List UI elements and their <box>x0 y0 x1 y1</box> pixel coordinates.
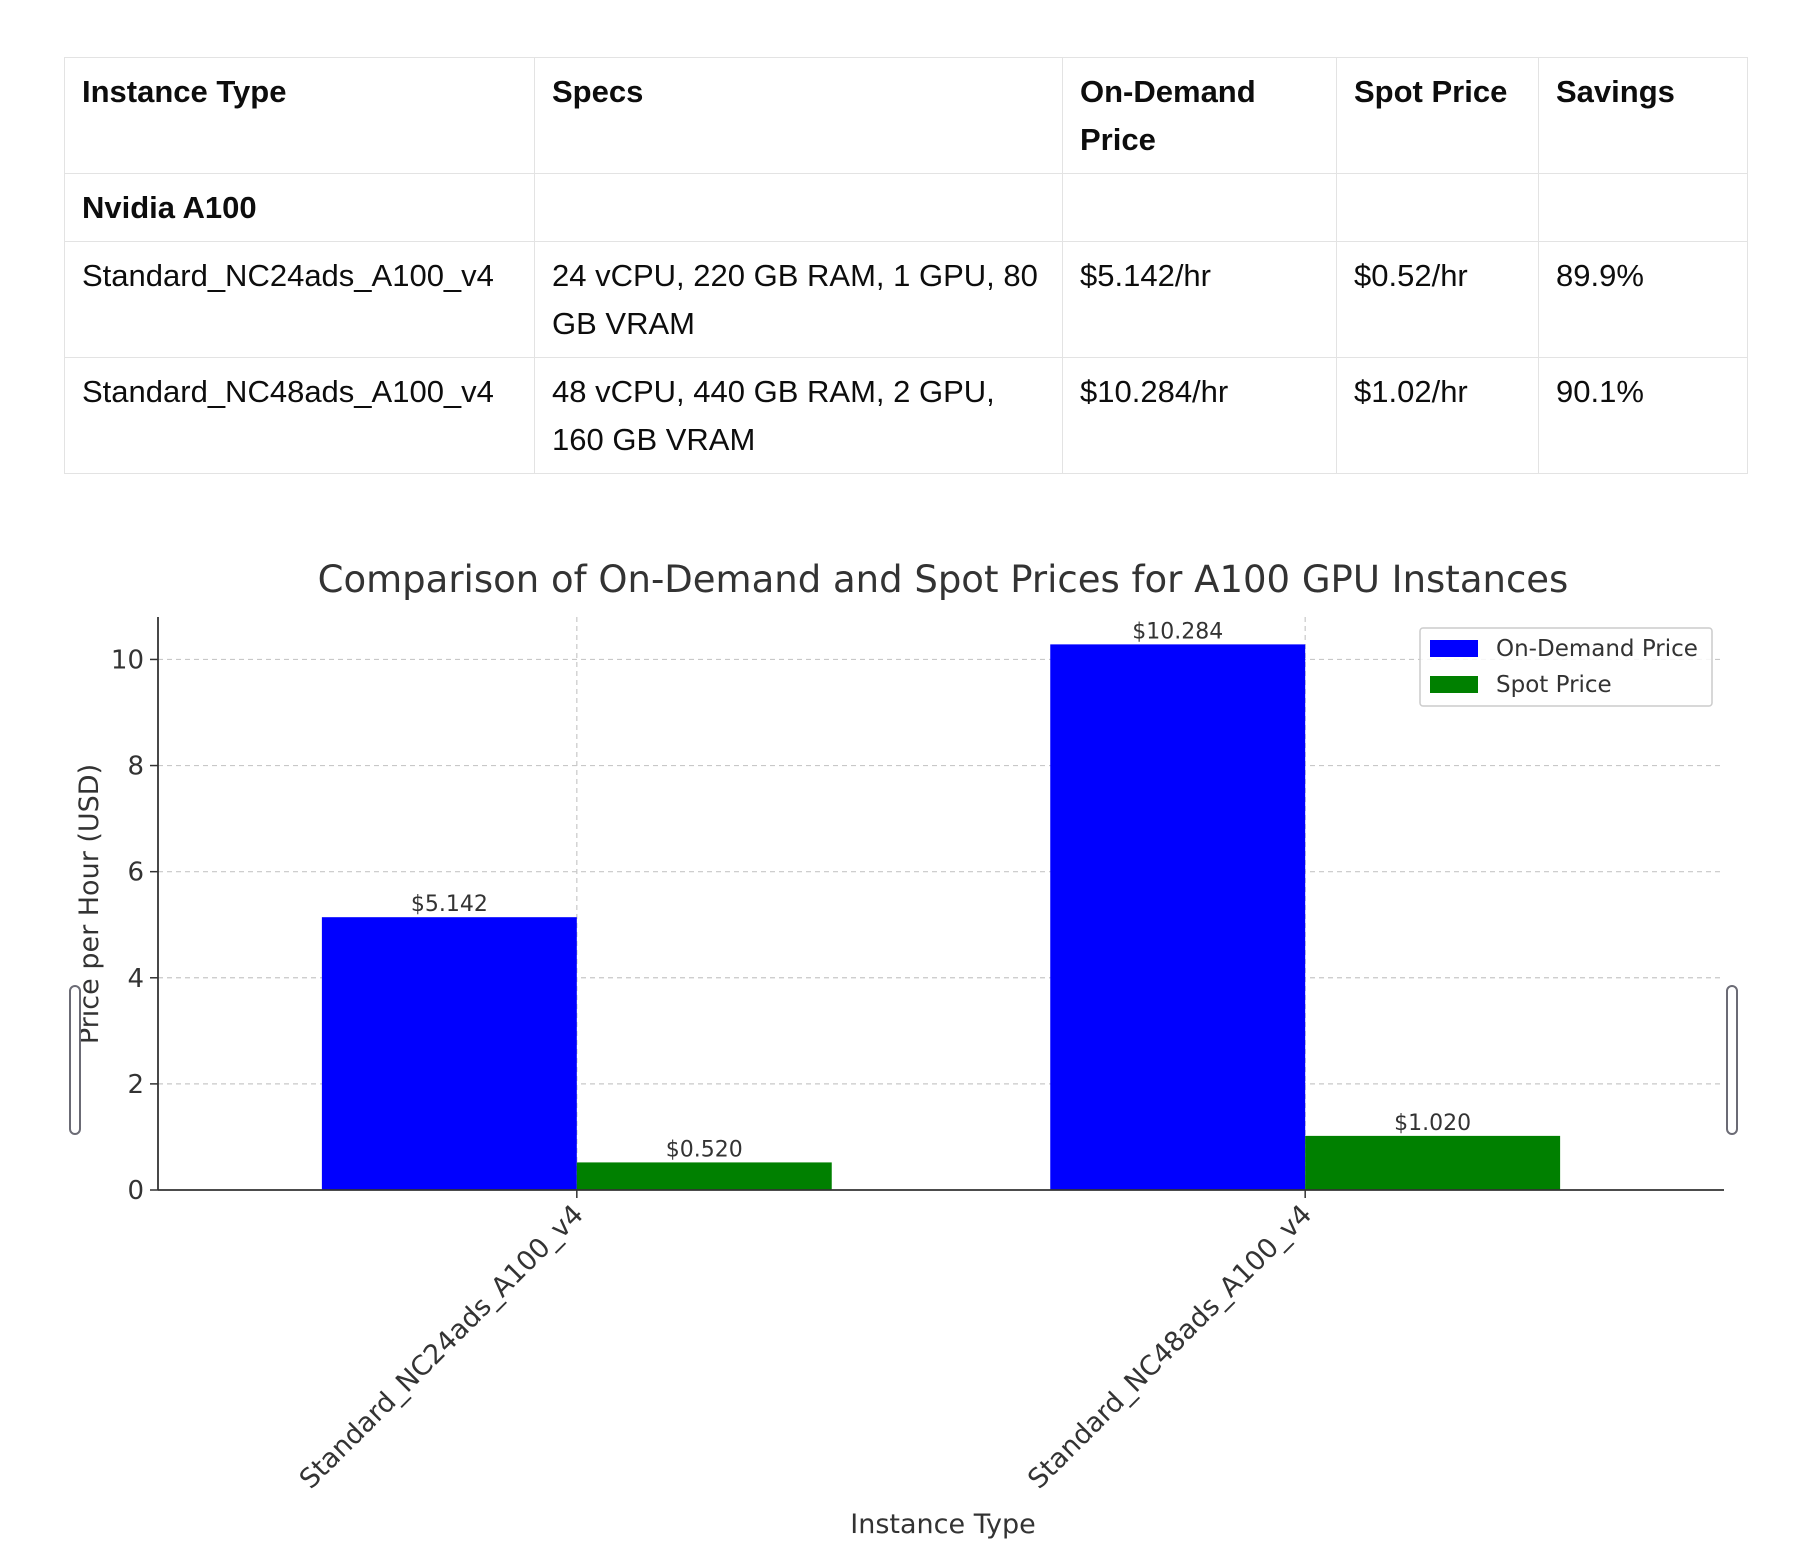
y-tick-label: 4 <box>127 964 144 994</box>
data-label: $0.520 <box>666 1137 743 1162</box>
y-tick-label: 10 <box>111 645 144 675</box>
bar-on-demand <box>321 917 577 1190</box>
table-cell <box>1062 173 1337 242</box>
bars <box>321 644 1561 1190</box>
y-tick-label: 0 <box>127 1176 144 1206</box>
legend-label: Spot Price <box>1496 672 1612 698</box>
x-axis-label: Instance Type <box>850 1509 1035 1540</box>
legend-swatch <box>1430 640 1478 657</box>
data-label: $10.284 <box>1132 619 1223 644</box>
y-tick-label: 8 <box>127 752 144 782</box>
chart-title: Comparison of On-Demand and Spot Prices … <box>318 558 1569 601</box>
bar-spot <box>1305 1135 1561 1190</box>
table-cell <box>1336 173 1539 242</box>
header-spot-price: Spot Price <box>1336 57 1539 174</box>
cell-spot-price: $1.02/hr <box>1336 357 1539 474</box>
table-row: Standard_NC48ads_A100_v4 48 vCPU, 440 GB… <box>64 357 1748 474</box>
legend: On-Demand Price Spot Price <box>1419 627 1713 707</box>
data-label: $5.142 <box>411 892 488 917</box>
left-resize-handle[interactable] <box>69 985 81 1135</box>
chart-container: Comparison of On-Demand and Spot Prices … <box>0 540 1812 1546</box>
table-cell <box>534 173 1063 242</box>
table-header-row: Instance Type Specs On-Demand Price Spot… <box>64 57 1748 174</box>
cell-instance-type: Standard_NC24ads_A100_v4 <box>64 241 535 358</box>
bar-on-demand <box>1050 644 1306 1190</box>
table-row: Standard_NC24ads_A100_v4 24 vCPU, 220 GB… <box>64 241 1748 358</box>
cell-savings: 89.9% <box>1538 241 1748 358</box>
bar-chart: Comparison of On-Demand and Spot Prices … <box>74 558 1724 1540</box>
table-cell <box>1538 173 1748 242</box>
price-table: Instance Type Specs On-Demand Price Spot… <box>64 57 1748 474</box>
header-instance-type: Instance Type <box>64 57 535 174</box>
group-label: Nvidia A100 <box>64 173 535 242</box>
legend-label: On-Demand Price <box>1496 636 1698 662</box>
header-on-demand-price: On-Demand Price <box>1062 57 1337 174</box>
cell-savings: 90.1% <box>1538 357 1748 474</box>
cell-on-demand-price: $10.284/hr <box>1062 357 1337 474</box>
bar-spot <box>576 1162 832 1190</box>
cell-instance-type: Standard_NC48ads_A100_v4 <box>64 357 535 474</box>
y-tick-label: 6 <box>127 858 144 888</box>
cell-specs: 48 vCPU, 440 GB RAM, 2 GPU, 160 GB VRAM <box>534 357 1063 474</box>
data-label: $1.020 <box>1394 1111 1471 1136</box>
header-specs: Specs <box>534 57 1063 174</box>
header-savings: Savings <box>1538 57 1748 174</box>
y-tick-label: 2 <box>127 1070 144 1100</box>
x-tick-label: Standard_NC24ads_A100_v4 <box>294 1199 590 1495</box>
legend-swatch <box>1430 676 1478 693</box>
legend-box <box>1419 627 1713 707</box>
cell-spot-price: $0.52/hr <box>1336 241 1539 358</box>
table-group-row: Nvidia A100 <box>64 173 1748 242</box>
x-tick-label: Standard_NC48ads_A100_v4 <box>1022 1199 1318 1495</box>
data-labels: $5.142 $10.284 $0.520 $1.020 <box>411 619 1471 1162</box>
right-resize-handle[interactable] <box>1726 985 1738 1135</box>
cell-on-demand-price: $5.142/hr <box>1062 241 1337 358</box>
cell-specs: 24 vCPU, 220 GB RAM, 1 GPU, 80 GB VRAM <box>534 241 1063 358</box>
